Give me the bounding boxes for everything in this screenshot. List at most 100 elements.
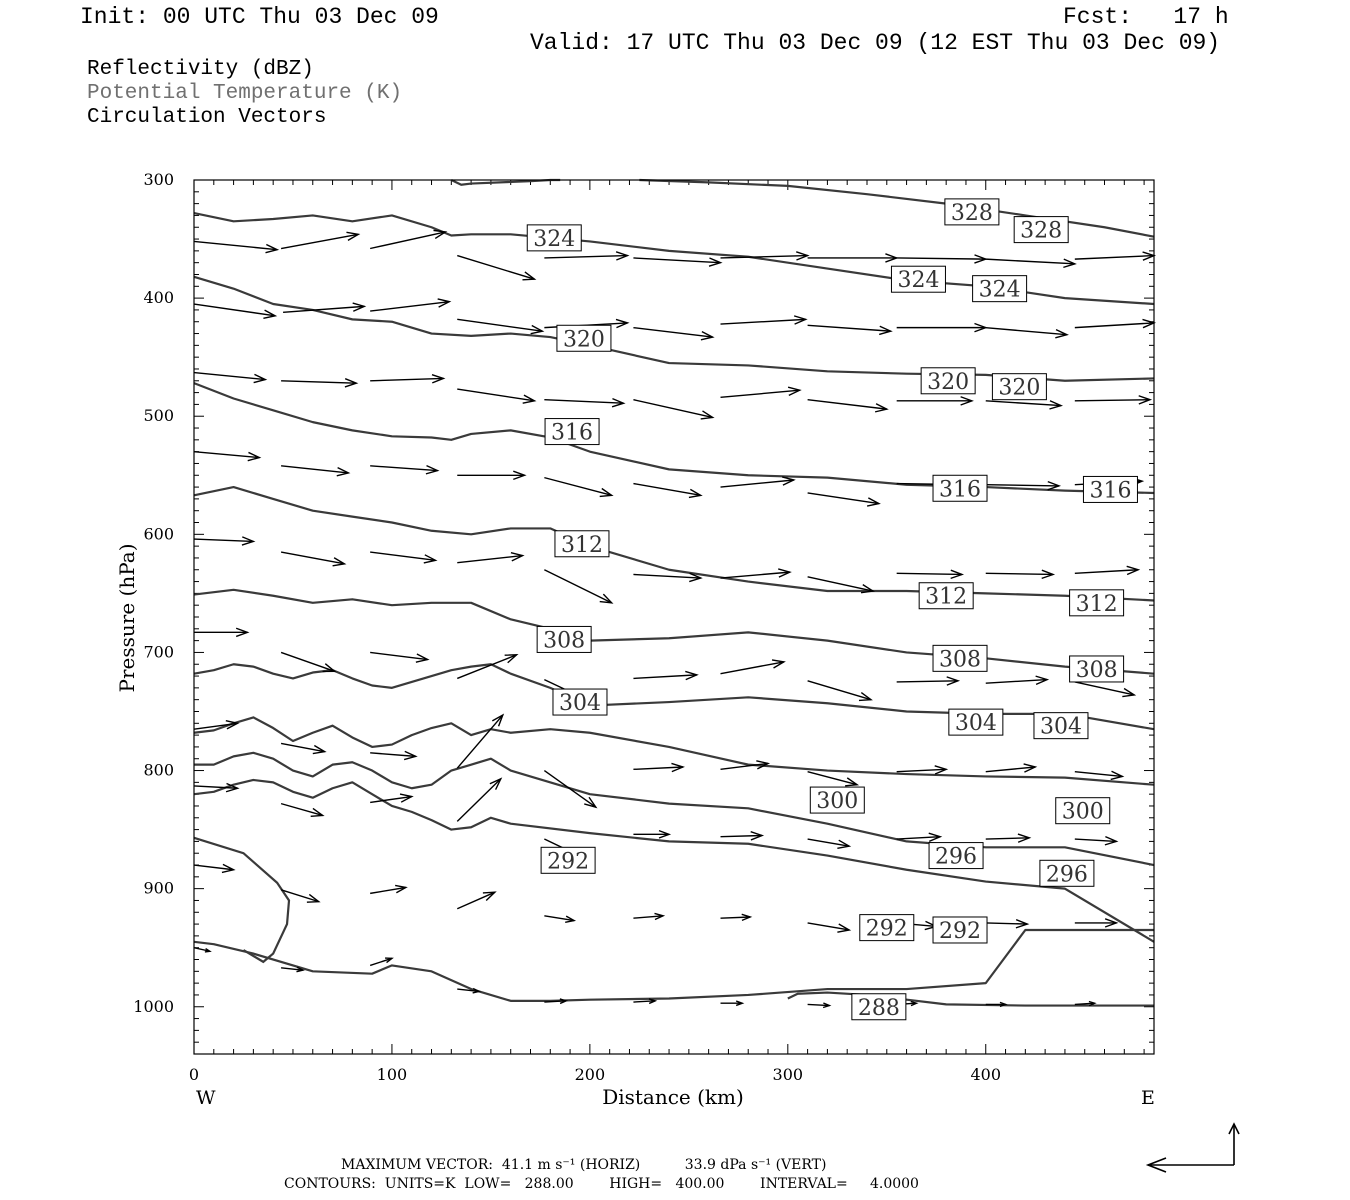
circulation-vector	[896, 832, 943, 843]
x-tick-label: 0	[189, 1065, 199, 1084]
y-tick-label: 500	[143, 406, 174, 425]
circulation-vector	[193, 720, 240, 730]
circulation-vector	[985, 763, 1038, 773]
east-label: E	[1141, 1087, 1155, 1109]
circulation-vector	[281, 465, 351, 477]
circulation-vector	[456, 713, 505, 769]
circulation-vector	[896, 396, 974, 406]
circulation-vector	[807, 492, 881, 507]
forecast-hour: Fcst: 17 h	[1063, 4, 1229, 30]
circulation-vector	[807, 922, 852, 933]
legend-circulation-vectors: Circulation Vectors	[87, 106, 327, 129]
circulation-vector	[985, 569, 1056, 580]
circulation-vector	[896, 254, 988, 264]
circulation-vector	[370, 374, 446, 384]
svg-text:328: 328	[951, 201, 993, 226]
circulation-vector	[720, 659, 786, 675]
svg-text:308: 308	[543, 628, 585, 653]
circulation-vector	[633, 257, 723, 267]
circulation-vector	[633, 829, 672, 839]
y-tick-label: 600	[143, 524, 174, 543]
theta-contours	[193, 178, 1155, 1007]
contour-label: 292	[932, 916, 988, 944]
circulation-vector	[1074, 918, 1119, 928]
theta-contour-332	[450, 178, 561, 186]
theta-contour-308	[193, 663, 1155, 731]
plot-frame	[193, 179, 1155, 1055]
x-axis-label: Distance (km)	[602, 1085, 744, 1109]
circulation-vector	[543, 769, 598, 809]
svg-text:328: 328	[1020, 219, 1062, 244]
contour-label: 304	[1033, 712, 1089, 740]
theta-contour-320	[193, 382, 1155, 495]
svg-text:320: 320	[998, 376, 1040, 401]
circulation-vector	[369, 957, 394, 967]
circulation-vector	[193, 303, 278, 319]
circulation-vector	[280, 889, 321, 903]
circulation-vector	[281, 378, 359, 388]
circulation-vector	[370, 884, 408, 895]
legend-potential-temperature: Potential Temperature (K)	[87, 82, 403, 105]
contour-label: 328	[1013, 216, 1069, 244]
x-tick-label: 200	[575, 1065, 606, 1084]
contour-label: 320	[920, 367, 976, 395]
theta-contour-288	[787, 991, 1154, 1007]
contour-label: 316	[544, 418, 600, 446]
circulation-vector	[985, 918, 1030, 929]
contour-labels: 328 328 324 324 324 320 320 320 316 316 316 312 312 3…	[526, 198, 1138, 1021]
circulation-vector	[633, 482, 703, 499]
circulation-vector	[457, 987, 482, 994]
circulation-vector	[280, 802, 325, 817]
circulation-vector	[370, 651, 430, 663]
y-tick-label: 300	[143, 170, 174, 189]
y-tick-label: 400	[143, 288, 174, 307]
y-tick-label: 1000	[133, 997, 174, 1016]
svg-text:320: 320	[927, 370, 969, 395]
circulation-vector	[194, 627, 250, 638]
contour-label: 304	[948, 708, 1004, 736]
theta-contour-332	[639, 178, 1155, 238]
contour-label: 316	[932, 474, 988, 502]
circulation-vector	[457, 318, 545, 335]
circulation-vector	[457, 470, 527, 481]
theta-contour-292	[193, 928, 1154, 1002]
circulation-vector	[807, 771, 860, 787]
svg-text:304: 304	[1040, 715, 1082, 740]
circulation-vectors	[193, 229, 1157, 1009]
circulation-vector	[985, 675, 1050, 685]
contour-label: 308	[1069, 655, 1125, 683]
contour-label: 312	[1069, 589, 1125, 617]
circulation-vector	[544, 915, 577, 923]
circulation-vector	[720, 831, 765, 841]
circulation-vector	[1074, 1000, 1097, 1007]
circulation-vector	[280, 231, 361, 250]
x-tick-label: 100	[377, 1065, 408, 1084]
circulation-vector	[720, 1000, 745, 1007]
contour-label: 312	[918, 582, 974, 610]
circulation-vector	[456, 891, 497, 910]
circulation-vector	[1074, 565, 1141, 576]
contour-label: 308	[536, 625, 592, 653]
circulation-vector	[807, 1002, 832, 1009]
theta-contour-300	[194, 751, 1155, 867]
y-tick-label: 900	[143, 879, 174, 898]
y-tick-label: 800	[143, 761, 174, 780]
circulation-vector	[544, 251, 630, 261]
contour-label: 324	[526, 224, 582, 252]
circulation-vector	[370, 465, 440, 475]
contour-label: 292	[859, 914, 915, 942]
contour-label: 296	[928, 842, 984, 870]
circulation-vector	[280, 651, 337, 673]
circulation-vector	[985, 258, 1077, 269]
contour-label: 312	[554, 530, 610, 558]
contour-label: 320	[556, 324, 612, 352]
x-tick-label: 300	[773, 1065, 804, 1084]
x-tick-label: 400	[970, 1065, 1001, 1084]
circulation-vector	[896, 322, 988, 333]
contour-label: 320	[991, 373, 1047, 401]
svg-text:288: 288	[858, 996, 900, 1021]
valid-time: Valid: 17 UTC Thu 03 Dec 09 (12 EST Thu …	[530, 30, 1221, 56]
circulation-vector	[457, 254, 537, 281]
legend-reflectivity: Reflectivity (dBZ)	[87, 58, 314, 81]
y-axis-label: Pressure (hPa)	[115, 544, 139, 693]
